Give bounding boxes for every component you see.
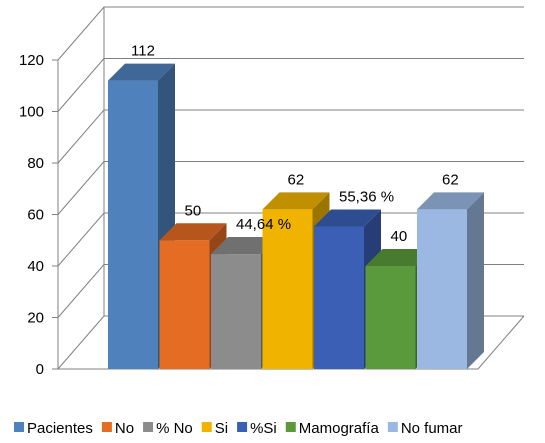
legend-label: Si (215, 420, 228, 437)
bar-front (159, 240, 210, 369)
legend-label: No fumar (401, 420, 463, 437)
legend-item: No fumar (387, 420, 463, 437)
bar-front (211, 254, 261, 369)
y-tick-label: 100 (19, 104, 44, 121)
legend: Pacientes No % No Si %Si Mamografía No fumar (14, 420, 463, 437)
bar-top (211, 237, 278, 255)
data-label: 112 (131, 43, 155, 60)
legend-label: No (115, 420, 134, 437)
bar-front (262, 209, 313, 369)
legend-item: Pacientes (14, 420, 93, 437)
legend-swatch (14, 422, 24, 432)
legend-label: Pacientes (27, 420, 93, 437)
data-labels: 112 50 44,64 % 62 55,36 % 40 62 (131, 43, 459, 245)
bar-no-fumar (417, 192, 484, 369)
legend-swatch (101, 422, 112, 432)
legend-label: Mamografía (299, 420, 380, 437)
bar-pacientes (108, 63, 175, 369)
legend-swatch (285, 422, 296, 432)
legend-item: No (101, 420, 134, 437)
bar-front (365, 266, 416, 369)
floor-right-edge (477, 315, 525, 370)
bar-front (417, 209, 467, 369)
gridline (57, 6, 524, 61)
legend-label: %Si (250, 420, 277, 437)
bar-top (417, 192, 484, 210)
bar-front (314, 226, 364, 369)
bar-top (108, 63, 175, 81)
bar-top (159, 223, 227, 241)
legend-item: Si (201, 420, 228, 437)
legend-swatch (201, 422, 212, 432)
y-tick-label: 60 (27, 207, 44, 224)
bars (108, 63, 484, 369)
legend-label: % No (156, 420, 193, 437)
y-tick-label: 40 (27, 258, 44, 275)
legend-item: % No (143, 420, 193, 437)
bar-front (108, 80, 158, 369)
bar-side (467, 192, 484, 369)
data-label: 62 (288, 171, 305, 188)
bar-top (365, 249, 433, 266)
bar-top (262, 192, 330, 210)
legend-swatch (387, 422, 398, 432)
legend-item: Mamografía (285, 420, 380, 437)
legend-item: %Si (237, 420, 277, 437)
data-label: 62 (442, 171, 459, 188)
data-label: 40 (391, 228, 408, 245)
y-tick-label: 80 (27, 155, 44, 172)
y-axis: 0 20 40 60 80 100 120 (19, 52, 59, 378)
data-label: 44,64 % (236, 216, 291, 233)
y-tick-label: 20 (27, 310, 44, 327)
y-tick-label: 0 (36, 361, 44, 378)
y-tick-label: 120 (19, 52, 44, 69)
bar-top (314, 209, 381, 227)
data-label: 50 (185, 202, 202, 219)
legend-swatch (143, 422, 154, 432)
legend-swatch (237, 422, 248, 432)
data-label: 55,36 % (339, 188, 394, 205)
